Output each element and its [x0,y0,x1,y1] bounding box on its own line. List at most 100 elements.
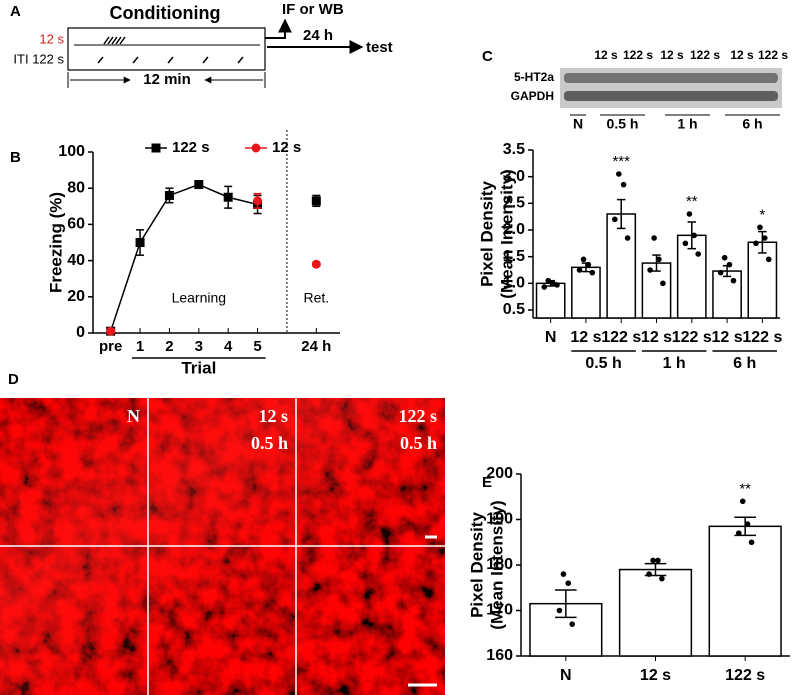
data-point [589,269,596,276]
protocol-box [67,27,266,71]
significance: * [759,206,765,223]
panel-label: D [8,371,19,388]
duration: 12 min [143,71,191,88]
y-tick-label: 60 [67,216,85,233]
x-tick-label: 122 s [601,329,641,346]
y-tick-label: 1.0 [503,275,525,292]
marker [106,326,116,336]
data-point [576,267,583,273]
bar [535,282,566,319]
y-tick-label: 2.0 [503,221,525,238]
data-point [651,235,657,241]
data-point [541,284,548,290]
blot-group-label: N [573,116,583,132]
x-tick-label: 12 s [641,329,672,346]
data-point [565,580,572,586]
data-point [656,256,662,263]
blot-column-label: 122 s [758,48,788,62]
y-tick-label: 20 [67,288,85,305]
bar [571,266,601,319]
data-point [620,181,627,188]
x-tick-label: 12 s [712,329,743,346]
bar [747,241,778,319]
marker [253,196,263,206]
x-tick-label: 122 s [725,667,765,684]
image-label: N [127,406,140,426]
y-tick-label: 160 [486,647,513,664]
line [109,183,258,332]
annotation: Ret. [303,290,329,306]
data-point [730,277,737,284]
data-point [560,571,567,577]
y-tick-label: 3.0 [503,168,525,185]
branch-label: IF or WB [282,1,344,18]
x-tick-label: 12 s [640,667,671,684]
data-point [686,211,693,217]
y-tick-label: 100 [58,143,85,160]
panel-label: C [482,48,493,65]
marker [164,190,174,200]
y-axis-label: Pixel Density [467,512,486,618]
blot-band [564,91,778,101]
image-label: 0.5 h [400,433,437,453]
row-label: 12 s [39,31,64,46]
blot-row-label: GAPDH [511,89,554,103]
data-point [569,621,576,627]
bar [712,270,742,319]
shocks [103,36,126,45]
bar [618,568,693,657]
y-tick-label: 180 [486,556,513,573]
legend-marker [151,143,161,153]
significance: ** [686,193,698,210]
x-tick-label: 4 [224,338,233,355]
data-point [695,251,701,257]
y-tick-label: 3.5 [503,141,525,158]
data-point [757,224,763,231]
x-tick-label: 5 [253,338,261,355]
x-tick-label: 122 s [742,329,782,346]
delay-label: 24 h [303,27,333,44]
image-label: 0.5 h [251,433,288,453]
x-tick-label: 122 s [672,329,712,346]
y-tick-label: 40 [67,252,85,269]
data-point [744,521,751,527]
image-label: 122 s [398,406,437,426]
panel-label: B [10,149,21,166]
data-point [765,256,772,263]
blot-row-label: 5-HT2a [514,70,554,84]
blot-group-label: 6 h [742,116,762,132]
y-tick-label: 1.5 [503,248,525,265]
x-tick-label: 3 [195,338,203,355]
blot-column-label: 12 s [660,48,684,62]
significance: ** [739,480,751,497]
data-point [682,240,689,247]
y-axis-label: (Mean Intensity) [487,500,506,629]
data-point [650,557,656,564]
bar [606,213,637,319]
data-point [717,269,724,276]
data-point [616,171,622,177]
group-label: 1 h [663,355,686,372]
protocol-title: Conditioning [110,3,221,23]
significance: *** [612,153,630,170]
blot-group-label: 0.5 h [607,116,639,132]
y-axis-label: Freezing (%) [46,192,65,293]
y-tick-label: 0 [76,324,85,341]
group-label: 6 h [733,355,756,372]
x-tick-label: 24 h [301,338,331,355]
data-point [753,240,759,247]
data-point [647,267,653,273]
western-blot: C 5-HT2a GAPDH [482,48,782,108]
annotation: Learning [172,290,227,306]
data-point [612,216,618,223]
data-point [660,280,666,287]
x-tick-label: N [545,329,557,346]
x-tick-label: 12 s [570,329,601,346]
data-point [721,254,728,261]
panel-a: A Conditioning 12 s ITI 122 s 12 min IF … [10,1,393,88]
panel-label: E [482,474,492,491]
x-axis-label: Trial [181,358,216,377]
data-point [624,235,631,241]
